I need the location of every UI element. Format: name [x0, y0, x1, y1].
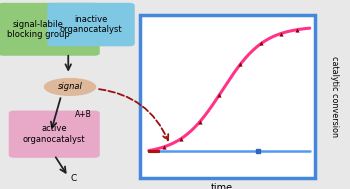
FancyBboxPatch shape	[9, 111, 100, 158]
Text: signal-labile
blocking group: signal-labile blocking group	[7, 20, 69, 39]
Text: C: C	[70, 174, 77, 183]
Text: A+B: A+B	[75, 110, 92, 119]
FancyBboxPatch shape	[0, 3, 100, 56]
FancyBboxPatch shape	[140, 15, 315, 178]
Text: active
organocatalyst: active organocatalyst	[23, 125, 85, 144]
Text: time: time	[211, 183, 233, 189]
Text: catalytic conversion: catalytic conversion	[330, 56, 339, 137]
FancyBboxPatch shape	[47, 3, 135, 46]
Text: signal: signal	[57, 82, 83, 91]
Ellipse shape	[44, 78, 96, 96]
Text: inactive
organocatalyst: inactive organocatalyst	[60, 15, 122, 34]
